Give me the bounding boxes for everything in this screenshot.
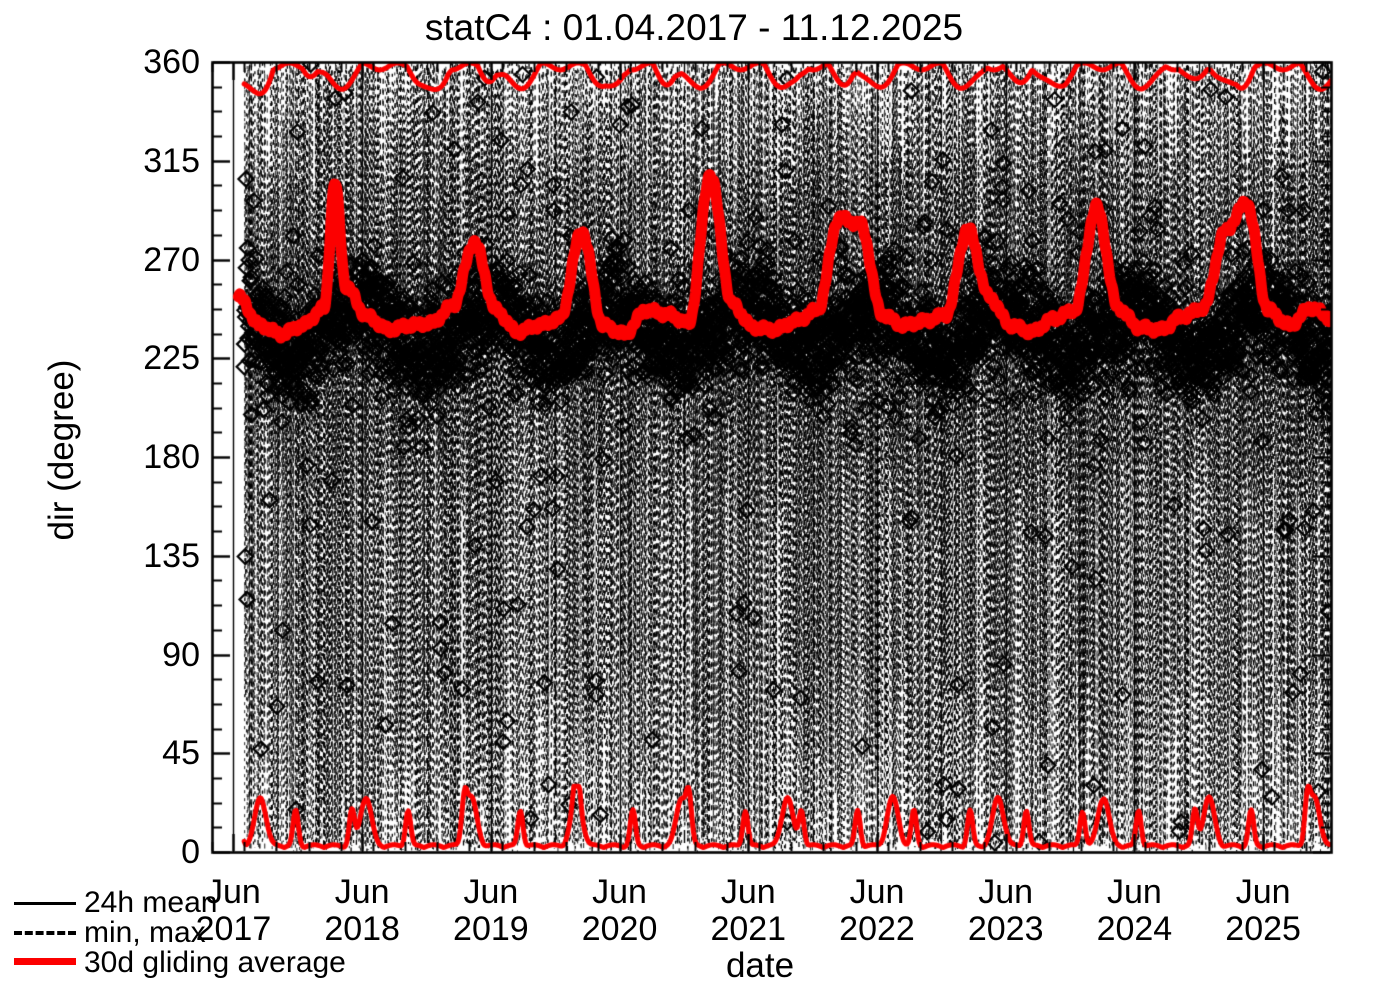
x-axis-label: date: [725, 946, 795, 985]
y-tick-label: 270: [143, 240, 200, 279]
x-tick-label: Jun 2025: [1225, 873, 1301, 948]
y-tick-label: 0: [181, 833, 200, 871]
y-tick-label: 135: [143, 536, 200, 575]
legend-line-red-icon: [14, 958, 76, 965]
x-tick-label: Jun 2023: [967, 873, 1044, 948]
y-tick-label: 225: [143, 339, 200, 378]
legend-label: 24h mean: [84, 886, 218, 919]
y-tick-label: 315: [143, 141, 200, 180]
legend-item-24h-mean: 24h mean: [14, 888, 434, 918]
legend-item-min-max: min, max: [14, 918, 434, 948]
page-title: statC4 : 01.04.2017 - 11.12.2025: [424, 7, 964, 48]
legend-label: 30d gliding average: [84, 946, 346, 979]
x-tick-label: Jun 2020: [581, 873, 658, 948]
legend-item-30d-average: 30d gliding average: [14, 948, 434, 978]
chart-legend: 24h mean min, max 30d gliding average: [14, 888, 434, 978]
x-tick-label: Jun 2024: [1096, 873, 1173, 948]
x-tick-label: Jun 2017: [195, 873, 272, 948]
x-tick-label: Jun 2018: [324, 873, 400, 948]
x-tick-label: Jun 2022: [839, 873, 915, 948]
legend-label: min, max: [84, 916, 206, 949]
y-tick-label: 360: [143, 43, 200, 81]
y-tick-label: 45: [162, 734, 200, 773]
y-tick-label: 180: [143, 438, 200, 476]
x-tick-label: Jun 2021: [710, 873, 787, 948]
y-axis-tick-labels: 0 45 90 135 180 225 270 315 360: [20, 0, 200, 992]
legend-line-solid-icon: [14, 902, 76, 905]
y-tick-label: 90: [162, 635, 200, 674]
x-tick-label: Jun 2019: [453, 873, 529, 948]
legend-line-dashed-icon: [14, 931, 76, 935]
